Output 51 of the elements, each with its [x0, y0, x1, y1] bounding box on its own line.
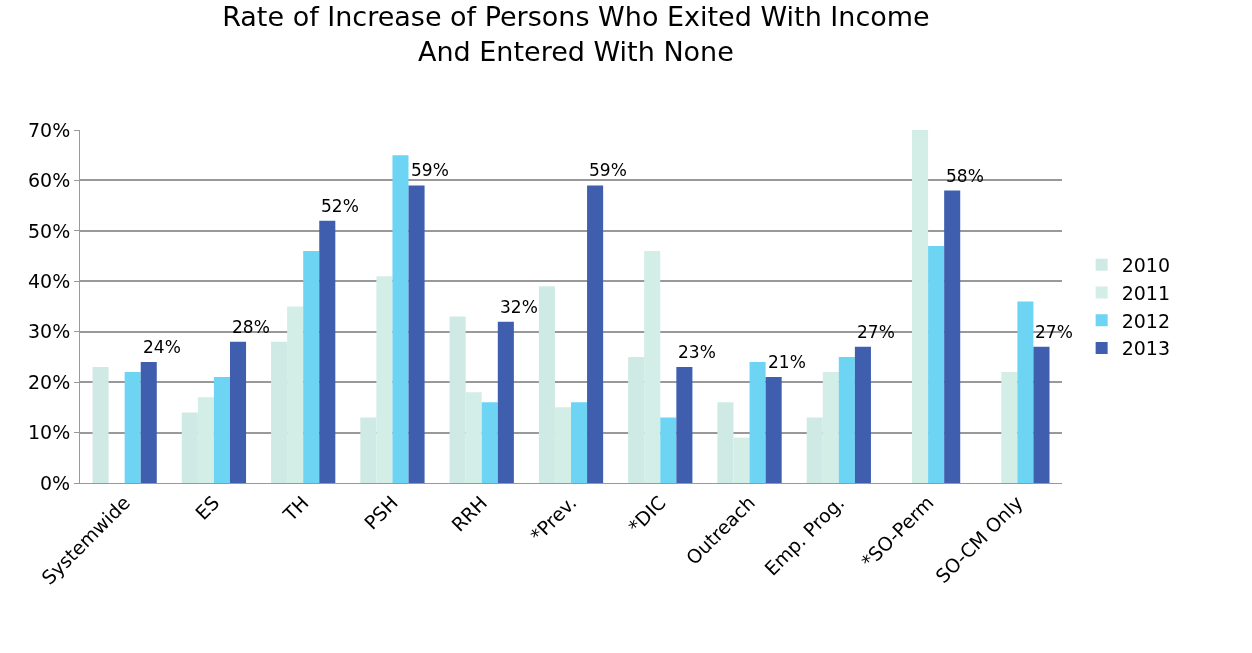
- bar: [319, 220, 336, 483]
- data-label: 27%: [1035, 322, 1073, 342]
- bar: [124, 372, 141, 483]
- y-tick-label: 50%: [27, 219, 71, 242]
- bar: [587, 185, 604, 483]
- bar: [303, 251, 320, 483]
- bar: [140, 361, 157, 483]
- bar: [912, 130, 929, 483]
- bar: [928, 245, 945, 483]
- legend-label: 2012: [1121, 309, 1170, 332]
- x-tick-label: TH: [278, 491, 313, 526]
- data-label: 27%: [857, 322, 895, 342]
- data-label: 24%: [143, 337, 181, 357]
- data-label: 32%: [500, 297, 538, 317]
- legend-label: 2013: [1121, 337, 1170, 360]
- bar: [944, 190, 961, 483]
- y-tick-label: 30%: [27, 320, 71, 343]
- bar: [92, 367, 109, 483]
- data-label: 23%: [678, 342, 716, 362]
- bar: [497, 321, 514, 483]
- bar: [660, 417, 677, 483]
- y-tick-label: 0%: [40, 471, 71, 494]
- data-label: 59%: [411, 160, 449, 180]
- y-tick-label: 10%: [27, 421, 71, 444]
- bar: [213, 377, 230, 483]
- bar: [1017, 301, 1034, 483]
- bar: [765, 377, 782, 483]
- legend-label: 2010: [1121, 254, 1170, 277]
- y-tick-label: 60%: [27, 169, 71, 192]
- legend-label: 2011: [1121, 281, 1170, 304]
- bar: [229, 341, 247, 483]
- data-label: 59%: [589, 160, 627, 180]
- x-tick-label: ES: [190, 491, 224, 524]
- y-tick-label: 70%: [27, 118, 71, 141]
- chart-title: Rate of Increase of Persons Who Exited With Income And Entered With None: [222, 1, 930, 68]
- data-label: 52%: [321, 196, 359, 216]
- data-label: 21%: [768, 352, 806, 372]
- bar: [408, 185, 425, 483]
- bar: [392, 155, 409, 483]
- bar: [481, 402, 498, 483]
- y-tick-label: 40%: [27, 269, 71, 292]
- bar: [838, 356, 855, 483]
- bar: [749, 361, 766, 483]
- bar: [854, 346, 871, 483]
- bar: [1001, 372, 1018, 483]
- bar: [676, 367, 693, 483]
- bar: [1033, 346, 1050, 483]
- data-label: 28%: [232, 317, 270, 337]
- data-label: 58%: [946, 166, 984, 186]
- y-tick-label: 20%: [27, 370, 71, 393]
- bar: [571, 402, 588, 483]
